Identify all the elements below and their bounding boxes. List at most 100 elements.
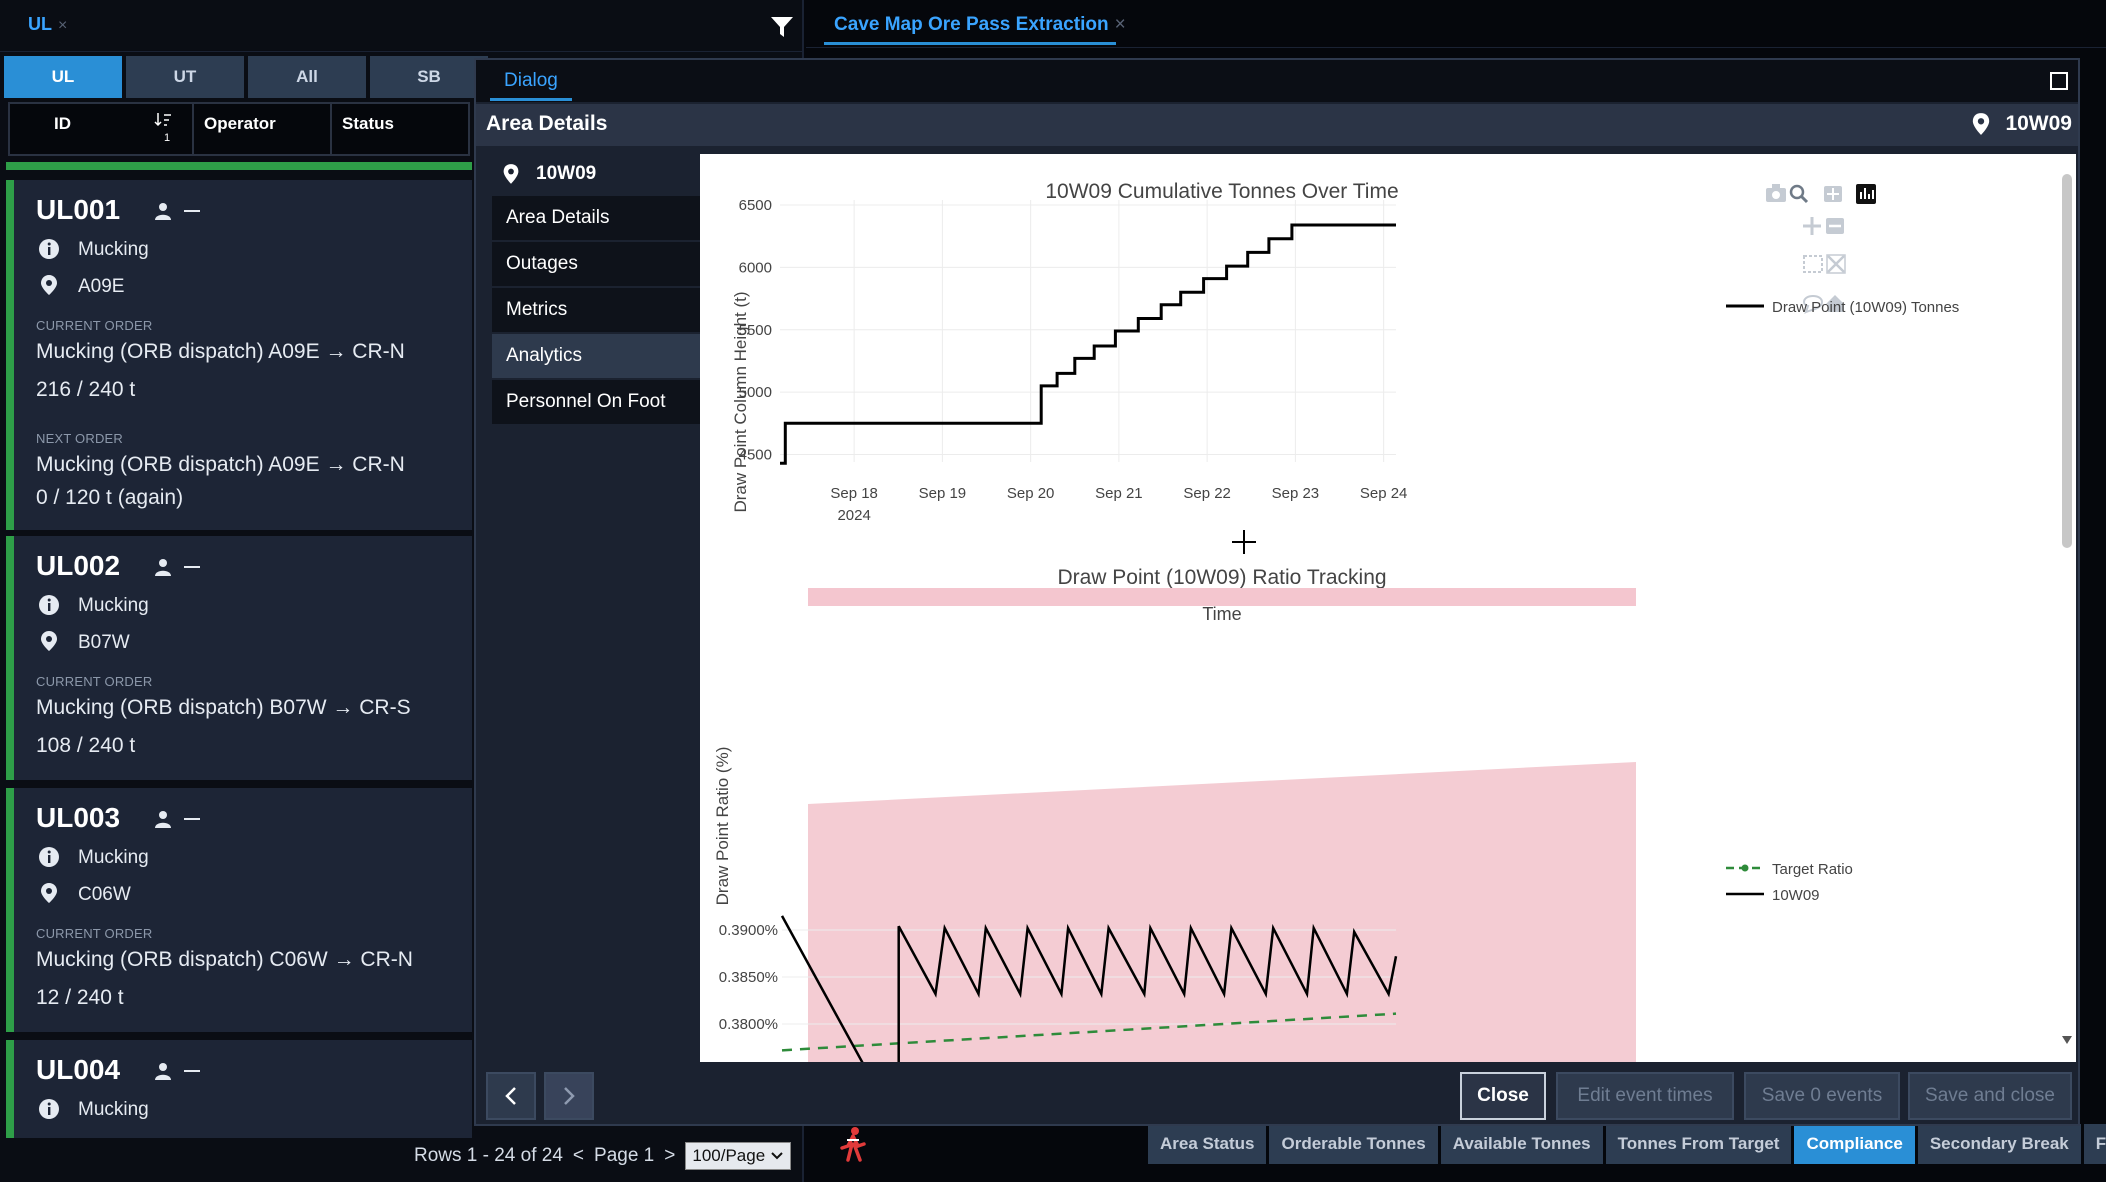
area-location: 10W09 [1971, 112, 2072, 136]
unit-card-ul001[interactable]: UL001 Mucking A09E CURRENT ORDER Mucking… [6, 180, 472, 530]
charts-canvas: 10W09 Cumulative Tonnes Over Time 4500 50… [713, 174, 2072, 1062]
person-icon [155, 811, 171, 828]
target-ratio-legend-label[interactable]: Target Ratio [1772, 861, 1853, 878]
unit-activity: Mucking [78, 847, 149, 868]
chart1-legend-label[interactable]: Draw Point (10W09) Tonnes [1772, 299, 1959, 316]
camera-icon[interactable] [1766, 184, 1786, 202]
tab-ul[interactable]: UL × [28, 14, 67, 35]
box-select-icon[interactable] [1803, 255, 1823, 273]
column-operator[interactable]: Operator [194, 104, 332, 154]
crosshair-cursor-icon [1232, 530, 1256, 554]
toggle-hover-icon[interactable] [1856, 184, 1876, 204]
series-legend-label[interactable]: 10W09 [1772, 887, 1820, 904]
unit-location: B07W [78, 632, 130, 653]
column-id[interactable]: ID 1 [40, 104, 194, 154]
chart1-grid [780, 200, 1396, 462]
tab-cave-map-close-icon[interactable]: × [1114, 14, 1126, 35]
info-icon [39, 847, 59, 867]
sidebar-item-outages[interactable]: Outages [492, 242, 700, 288]
next-page-button[interactable]: > [664, 1145, 676, 1166]
pan-icon[interactable] [1824, 186, 1842, 202]
sidebar-item-label: Metrics [506, 299, 568, 320]
unit-id: UL004 [36, 1054, 121, 1085]
chart1-x-tick-label: Sep 21 [1095, 485, 1143, 502]
column-status[interactable]: Status [332, 104, 468, 154]
next-order: Mucking (ORB dispatch) A09E → CR-N [36, 453, 405, 476]
prev-page-button[interactable]: < [572, 1145, 585, 1166]
chart2-y-axis-label: Draw Point Ratio (%) [713, 747, 732, 906]
column-id-label: ID [54, 114, 71, 133]
sidebar-item-area-details[interactable]: Area Details [492, 196, 700, 242]
dialog-tab[interactable]: Dialog [504, 70, 558, 91]
previous-button[interactable] [486, 1072, 536, 1120]
chart1-y-tick-label: 5000 [739, 384, 772, 401]
chart2-y-tick-label: 0.3800% [719, 1016, 778, 1033]
person-icon [155, 559, 171, 576]
segment-ut[interactable]: UT [126, 56, 246, 98]
tab-fired[interactable]: Fired [2083, 1124, 2106, 1164]
filter-icon[interactable] [770, 16, 794, 38]
unit-card-ul004[interactable]: UL004 Mucking [6, 1040, 472, 1138]
autoscale-icon[interactable] [1826, 254, 1846, 274]
chart2-y-ticks: 0.3700%0.3750%0.3800%0.3850%0.3900% [719, 922, 778, 1033]
save-events-label: Save 0 events [1761, 1085, 1883, 1106]
chart2-series-line[interactable] [780, 915, 1398, 1062]
chart1-series-line[interactable] [780, 223, 1396, 465]
left-tab-bar: UL × [0, 0, 804, 52]
edit-event-times-label: Edit event times [1577, 1085, 1713, 1106]
close-button[interactable]: Close [1460, 1072, 1546, 1120]
sidebar-item-metrics[interactable]: Metrics [492, 288, 700, 334]
segment-sb-label: SB [417, 67, 441, 86]
save-and-close-label: Save and close [1925, 1085, 2055, 1106]
page-size-value: 100/Page [692, 1146, 766, 1165]
target-ratio-line[interactable] [781, 1012, 1397, 1052]
current-order: Mucking (ORB dispatch) C06W → CR-N [36, 948, 413, 971]
segment-ul[interactable]: UL [4, 56, 124, 98]
zoom-icon[interactable] [1789, 184, 1809, 204]
personnel-on-foot-icon[interactable] [838, 1126, 868, 1162]
chart-scrollbar[interactable] [2062, 174, 2072, 1044]
unit-card-ul003[interactable]: UL003 Mucking C06W CURRENT ORDER Mucking… [6, 788, 472, 1032]
unit-card-ul002[interactable]: UL002 Mucking B07W CURRENT ORDER Mucking… [6, 536, 472, 780]
tab-available-tonnes-label: Available Tonnes [1452, 1134, 1591, 1153]
tab-cave-map[interactable]: Cave Map Ore Pass Extraction × [834, 14, 1126, 36]
page-size-select[interactable]: 100/Page [685, 1142, 792, 1170]
spike-lines-icon[interactable] [1802, 295, 1824, 314]
dialog-tab-indicator [490, 98, 572, 101]
segment-sb[interactable]: SB [370, 56, 490, 98]
current-order-progress: 216 / 240 t [36, 378, 136, 401]
chart2-title: Draw Point (10W09) Ratio Tracking [1057, 566, 1386, 589]
tab-available-tonnes[interactable]: Available Tonnes [1440, 1124, 1603, 1164]
tab-tonnes-from-target[interactable]: Tonnes From Target [1605, 1124, 1792, 1164]
unit-id: UL001 [36, 194, 121, 225]
tab-compliance[interactable]: Compliance [1794, 1124, 1915, 1164]
tab-orderable-tonnes[interactable]: Orderable Tonnes [1269, 1124, 1438, 1164]
area-location-label: 10W09 [2005, 112, 2072, 135]
ratio-tracking-chart: Draw Point (10W09) Ratio Tracking 0.3700… [713, 566, 1853, 1062]
maximize-icon[interactable] [2050, 72, 2068, 90]
sidebar-item-personnel-on-foot[interactable]: Personnel On Foot [492, 380, 700, 426]
edit-event-times-button[interactable]: Edit event times [1556, 1072, 1734, 1120]
status-strip [6, 162, 472, 170]
reset-axes-home-icon[interactable] [1826, 295, 1844, 312]
save-and-close-button[interactable]: Save and close [1908, 1072, 2072, 1120]
current-order-label: CURRENT ORDER [36, 318, 153, 333]
tab-secondary-break[interactable]: Secondary Break [1917, 1124, 2081, 1164]
tab-area-status[interactable]: Area Status [1148, 1124, 1267, 1164]
close-button-label: Close [1477, 1085, 1529, 1106]
sidebar-item-analytics[interactable]: Analytics [492, 334, 700, 380]
save-events-button[interactable]: Save 0 events [1744, 1072, 1900, 1120]
unit-activity: Mucking [78, 1099, 149, 1120]
segment-all[interactable]: All [248, 56, 368, 98]
next-button[interactable] [544, 1072, 594, 1120]
zoom-in-icon[interactable] [1803, 217, 1821, 235]
scroll-down-icon[interactable] [2062, 1036, 2072, 1044]
chart1-x-tick-label: Sep 19 [919, 485, 967, 502]
tab-ul-close-icon[interactable]: × [58, 17, 68, 34]
chart1-y-tick-label: 6000 [739, 259, 772, 276]
zoom-out-icon[interactable] [1826, 218, 1844, 234]
chart1-x-tick-label: Sep 24 [1360, 485, 1408, 502]
map-layer-tabs: Area Status Orderable Tonnes Available T… [1148, 1124, 2106, 1164]
scrollbar-thumb[interactable] [2062, 174, 2072, 548]
sort-icon[interactable] [154, 112, 172, 128]
